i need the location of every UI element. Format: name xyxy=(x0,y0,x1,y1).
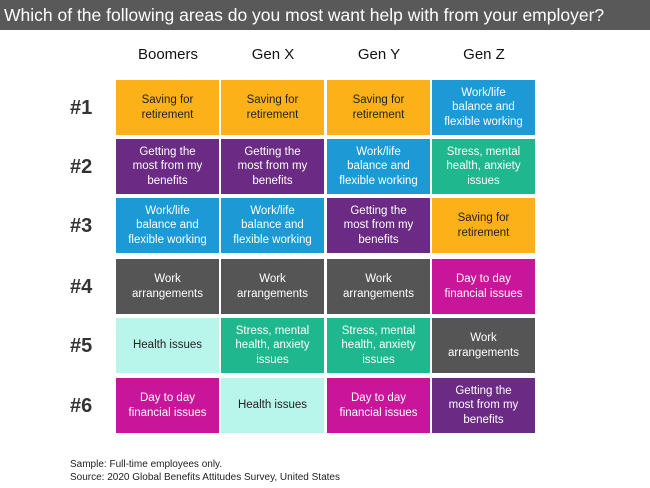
footer-sample: Sample: Full-time employees only. xyxy=(70,459,223,470)
cell-label: Day to day financial issues xyxy=(128,392,207,419)
grid-cell-r4-c3: Work arrangements xyxy=(327,259,430,314)
grid-cell-r5-c3: Stress, mental health, anxiety issues xyxy=(327,318,430,373)
grid-cell-r2-c2: Getting the most from my benefits xyxy=(221,139,324,194)
cell-label: Getting the most from my benefits xyxy=(343,204,414,246)
grid-cell-r4-c4: Day to day financial issues xyxy=(432,259,535,314)
grid-cell-r4-c1: Work arrangements xyxy=(116,259,219,314)
grid-cell-r2-c4: Stress, mental health, anxiety issues xyxy=(432,139,535,194)
cell-label: Work/life balance and flexible working xyxy=(339,145,418,187)
cell-label: Stress, mental health, anxiety issues xyxy=(446,145,521,187)
cell-label: Work/life balance and flexible working xyxy=(233,204,312,246)
cell-label: Saving for retirement xyxy=(352,94,405,121)
grid-cell-r3-c1: Work/life balance and flexible working xyxy=(116,198,219,253)
cell-label: Day to day financial issues xyxy=(444,273,523,300)
cell-label: Saving for retirement xyxy=(246,94,299,121)
cell-label: Getting the most from my benefits xyxy=(132,145,203,187)
grid-cell-r1-c4: Work/life balance and flexible working xyxy=(432,80,535,135)
grid-cell-r6-c4: Getting the most from my benefits xyxy=(432,378,535,433)
grid-cell-r2-c1: Getting the most from my benefits xyxy=(116,139,219,194)
cell-label: Health issues xyxy=(237,399,308,412)
cell-label: Stress, mental health, anxiety issues xyxy=(341,324,416,366)
column-header-gen-z: Gen Z xyxy=(463,46,505,63)
cell-label: Work arrangements xyxy=(237,273,308,300)
rank-label-1: #1 xyxy=(70,97,93,119)
column-header-boomers: Boomers xyxy=(137,46,199,63)
grid-cell-r5-c2: Stress, mental health, anxiety issues xyxy=(221,318,324,373)
grid-cell-r5-c1: Health issues xyxy=(116,318,219,373)
footer-source: Source: 2020 Global Benefits Attitudes S… xyxy=(70,472,340,483)
grid-cell-r5-c4: Work arrangements xyxy=(432,318,535,373)
cell-label: Saving for retirement xyxy=(141,94,194,121)
grid-cell-r3-c2: Work/life balance and flexible working xyxy=(221,198,324,253)
cell-label: Getting the most from my benefits xyxy=(448,384,519,426)
cell-label: Saving for retirement xyxy=(457,212,510,239)
cell-label: Work/life balance and flexible working xyxy=(444,86,523,128)
grid-cell-r1-c3: Saving for retirement xyxy=(327,80,430,135)
cell-label: Work/life balance and flexible working xyxy=(128,204,207,246)
rank-label-4: #4 xyxy=(70,276,93,298)
rank-label-2: #2 xyxy=(70,156,93,178)
grid-cell-r6-c2: Health issues xyxy=(221,378,324,433)
grid-cell-r3-c3: Getting the most from my benefits xyxy=(327,198,430,253)
cell-label: Work arrangements xyxy=(132,273,203,300)
cell-label: Day to day financial issues xyxy=(339,392,418,419)
cell-label: Getting the most from my benefits xyxy=(237,145,308,187)
column-header-gen-y: Gen Y xyxy=(357,46,401,63)
cell-label: Health issues xyxy=(132,339,203,352)
grid-cell-r3-c4: Saving for retirement xyxy=(432,198,535,253)
grid-cell-r4-c2: Work arrangements xyxy=(221,259,324,314)
grid-cell-r6-c3: Day to day financial issues xyxy=(327,378,430,433)
rank-label-3: #3 xyxy=(70,215,93,237)
page-title: Which of the following areas do you most… xyxy=(0,0,650,30)
grid-cell-r1-c1: Saving for retirement xyxy=(116,80,219,135)
grid-cell-r6-c1: Day to day financial issues xyxy=(116,378,219,433)
rank-label-6: #6 xyxy=(70,395,93,417)
rank-label-5: #5 xyxy=(70,335,93,357)
column-header-gen-x: Gen X xyxy=(251,46,295,63)
cell-label: Work arrangements xyxy=(448,332,519,359)
grid-cell-r1-c2: Saving for retirement xyxy=(221,80,324,135)
cell-label: Work arrangements xyxy=(343,273,414,300)
cell-label: Stress, mental health, anxiety issues xyxy=(235,324,310,366)
grid-cell-r2-c3: Work/life balance and flexible working xyxy=(327,139,430,194)
